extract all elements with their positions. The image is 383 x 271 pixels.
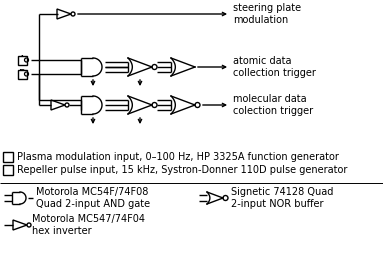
- Text: A: A: [5, 152, 11, 162]
- Text: Plasma modulation input, 0–100 Hz, HP 3325A function generator: Plasma modulation input, 0–100 Hz, HP 33…: [17, 152, 339, 162]
- Bar: [18, 56, 26, 64]
- Text: atomic data
collection trigger: atomic data collection trigger: [233, 56, 316, 78]
- Text: Motorola MC54F/74F08
Quad 2-input AND gate: Motorola MC54F/74F08 Quad 2-input AND ga…: [36, 187, 150, 209]
- Text: Repeller pulse input, 15 kHz, Systron-Donner 110D pulse generator: Repeller pulse input, 15 kHz, Systron-Do…: [17, 165, 347, 175]
- Text: molecular data
colection trigger: molecular data colection trigger: [233, 94, 313, 116]
- Bar: [18, 69, 26, 79]
- Bar: [3, 152, 13, 162]
- Text: Motorola MC547/74F04
hex inverter: Motorola MC547/74F04 hex inverter: [32, 214, 145, 236]
- Text: A: A: [19, 55, 25, 65]
- Bar: [3, 165, 13, 175]
- Text: steering plate
modulation: steering plate modulation: [233, 3, 301, 25]
- Text: B: B: [19, 69, 25, 79]
- Text: B: B: [5, 165, 11, 175]
- Text: Signetic 74128 Quad
2-input NOR buffer: Signetic 74128 Quad 2-input NOR buffer: [231, 187, 333, 209]
